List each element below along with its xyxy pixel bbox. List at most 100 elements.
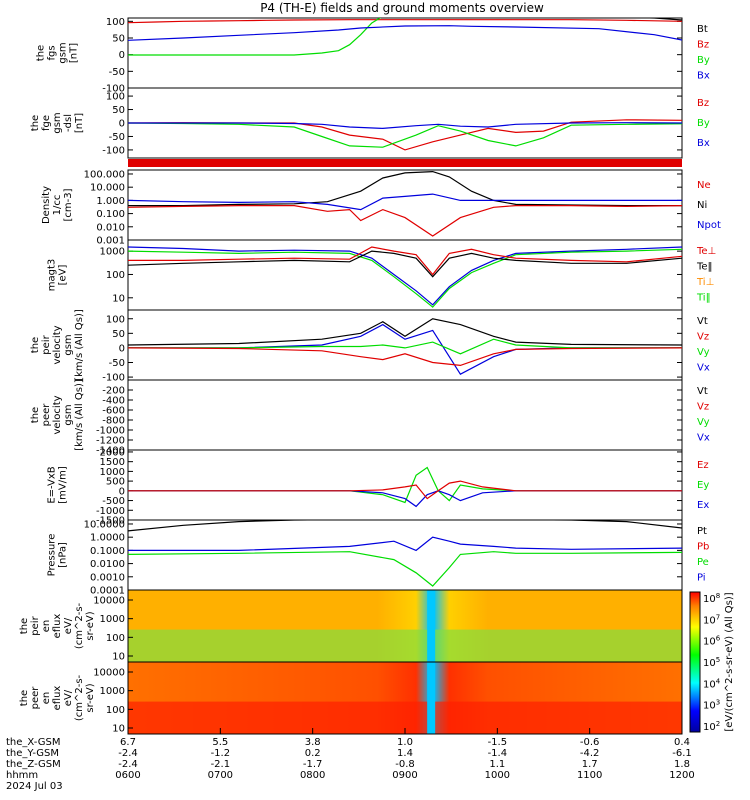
density-ytick-label: 100.000 — [84, 169, 125, 180]
pressure-ytick-label: 1.0000 — [90, 533, 125, 544]
xaxis-value: 1000 — [485, 770, 510, 781]
temp-series-Ti‖ — [128, 248, 682, 308]
temp-series-Te‖ — [128, 250, 682, 278]
density-series-Npot — [128, 193, 682, 211]
peir-eflux-lowband — [128, 629, 682, 662]
temp-ylabel-line: [eV] — [58, 265, 69, 286]
xaxis-value: 1.4 — [397, 748, 413, 759]
efield-ytick-label: -1500 — [96, 516, 125, 527]
fgs-legend-item: Bx — [697, 71, 710, 82]
velocity-peer-ytick-label: -800 — [102, 416, 125, 427]
fgs-series-By — [128, 18, 382, 56]
fgs-series-Bx — [128, 25, 682, 41]
fge-series-By — [128, 122, 682, 148]
fge-ytick-label: -100 — [102, 145, 125, 156]
fgs-ylabel-line: fgs — [47, 45, 58, 60]
temp-series-Te⊥ — [128, 246, 682, 276]
efield-ytick-label: -500 — [102, 496, 125, 507]
velocity-peir-ylabel-line: velocity — [52, 325, 63, 364]
velocity-peer-legend-item: Vx — [697, 433, 710, 444]
fgs-ylabel-line: the — [36, 45, 47, 61]
efield-ytick-label: 500 — [106, 477, 125, 488]
xaxis-row-label: the_Z-GSM — [6, 759, 61, 770]
velocity-peir-ytick-label: 50 — [112, 329, 125, 340]
peir-eflux-ylabel-line: the — [19, 618, 30, 634]
temp-legend-item: Te‖ — [696, 262, 713, 273]
fge-ytick-label: 100 — [106, 92, 125, 103]
colorbar-tick-label: 106 — [703, 635, 721, 648]
fgs-ylabel-line: [nT] — [69, 43, 80, 63]
temp-legend-item: Te⊥ — [696, 246, 716, 257]
pressure-series-group — [128, 520, 682, 587]
xaxis-value: 5.5 — [212, 737, 228, 748]
velocity-peir-series-Vz — [128, 347, 682, 367]
xaxis-value: -0.8 — [395, 759, 415, 770]
fgs-ytick-label: -50 — [109, 67, 125, 78]
peer-eflux-ytick-label: 100 — [106, 705, 125, 716]
peer-eflux-ylabel-line: peer — [30, 686, 41, 710]
density-legend-item: Ne — [697, 180, 711, 191]
velocity-peer-ytick-label: -600 — [102, 406, 125, 417]
efield-series-group — [128, 466, 682, 508]
fgs-ytick-label: 50 — [112, 34, 125, 45]
velocity-peer-ytick-label: -1000 — [96, 426, 125, 437]
peer-eflux-ylabel-line: eV/ — [63, 689, 74, 706]
peer-eflux-ytick-label: 10 — [112, 724, 125, 735]
xaxis-value: 0.4 — [674, 737, 690, 748]
density-legend-item: Npot — [697, 220, 721, 231]
peir-eflux-ylabel-line: en — [41, 620, 52, 633]
xaxis-row-label: the_Y-GSM — [6, 748, 59, 759]
pressure-legend-item: Pt — [697, 526, 707, 537]
xaxis-value: -1.5 — [488, 737, 508, 748]
velocity-peir-legend-item: Vz — [697, 332, 709, 343]
fge-legend-item: Bz — [697, 98, 709, 109]
fge-ytick-label: 0 — [119, 119, 125, 130]
colorbar-tick-label: 102 — [703, 720, 720, 733]
velocity-peer-ytick-label: -400 — [102, 396, 125, 407]
peir-eflux-gap — [427, 590, 436, 662]
efield-ylabel-line: E=-VxB — [47, 466, 58, 503]
density-series-Ne — [128, 205, 682, 237]
efield-ylabel-line: [mV/m] — [58, 466, 69, 504]
pressure-ylabel-line: Pressure — [47, 534, 58, 577]
velocity-peer-ylabel-line: peer — [41, 403, 52, 427]
xaxis-value: 1.1 — [489, 759, 505, 770]
temp-ytick-label: 100 — [106, 270, 125, 281]
fge-ylabel-line: [nT] — [74, 113, 85, 133]
fge-ylabel-line: the — [30, 115, 41, 131]
pressure-ytick-label: 0.0010 — [90, 572, 125, 583]
velocity-peir-ytick-label: 100 — [106, 314, 125, 325]
efield-ytick-label: -1000 — [96, 506, 125, 517]
velocity-peer-legend-item: Vy — [697, 417, 710, 428]
xaxis-value: -2.4 — [118, 759, 138, 770]
xaxis-value: -1.4 — [488, 748, 508, 759]
fgs-ytick-label: 100 — [106, 17, 125, 28]
efield-legend-item: Ey — [697, 480, 709, 491]
xaxis-value: 1.0 — [397, 737, 413, 748]
fgs-legend-item: By — [697, 55, 710, 66]
pressure-series-Pt — [128, 520, 682, 532]
efield-frame — [127, 449, 683, 521]
peer-eflux-ylabel-line: the — [19, 690, 30, 706]
xaxis-value: 0900 — [392, 770, 417, 781]
xaxis-value: -2.4 — [118, 748, 138, 759]
velocity-peer-ylabel-line: gsm — [63, 404, 74, 425]
fge-ylabel-line: -dsl — [63, 114, 74, 132]
fge-series-group — [128, 119, 682, 151]
peir-eflux-ytick-label: 1000 — [100, 614, 125, 625]
xaxis-value: -1.7 — [303, 759, 323, 770]
fgs-series-Bz — [128, 19, 682, 24]
peer-eflux-gap — [427, 662, 436, 734]
fgs-legend-item: Bz — [697, 40, 709, 51]
efield-ytick-label: 2000 — [100, 447, 125, 458]
peer-eflux-ylabel-line: en — [41, 692, 52, 705]
peir-eflux-ylabel-line: peir — [30, 615, 41, 635]
density-series-Ni — [128, 170, 682, 207]
velocity-peer-frame — [127, 379, 683, 451]
xaxis-value: -0.6 — [580, 737, 600, 748]
xaxis-value: 1.8 — [674, 759, 690, 770]
colorbar-tick-label: 104 — [703, 677, 721, 690]
pressure-series-Pe — [128, 551, 682, 587]
xaxis-value: 0600 — [115, 770, 140, 781]
xaxis-value: 0700 — [208, 770, 233, 781]
